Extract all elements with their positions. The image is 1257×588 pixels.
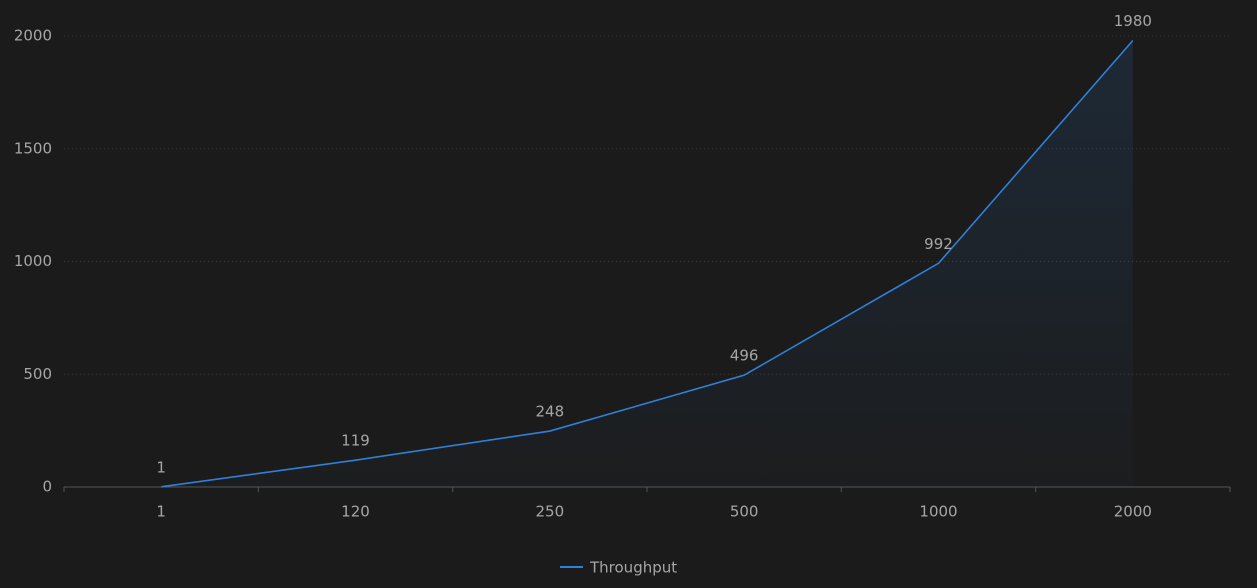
y-tick-label: 0 [42,478,52,496]
data-label: 1980 [1114,12,1152,30]
x-tick-label: 1 [156,503,166,521]
data-label: 1 [156,458,166,476]
x-tick-label: 2000 [1114,503,1152,521]
data-label: 119 [341,432,370,450]
y-tick-label: 1500 [14,139,52,157]
x-tick-label: 500 [730,503,759,521]
x-tick-label: 250 [536,503,565,521]
data-label: 992 [924,235,953,253]
legend-label: Throughput [589,559,677,577]
line [161,39,1134,488]
x-tick-label: 120 [341,503,370,521]
area [161,40,1133,487]
y-tick-label: 1000 [14,252,52,270]
y-tick-label: 2000 [14,27,52,45]
data-label: 248 [536,403,565,421]
data-label: 496 [730,347,759,365]
x-tick-label: 1000 [919,503,957,521]
y-tick-label: 500 [23,365,52,383]
